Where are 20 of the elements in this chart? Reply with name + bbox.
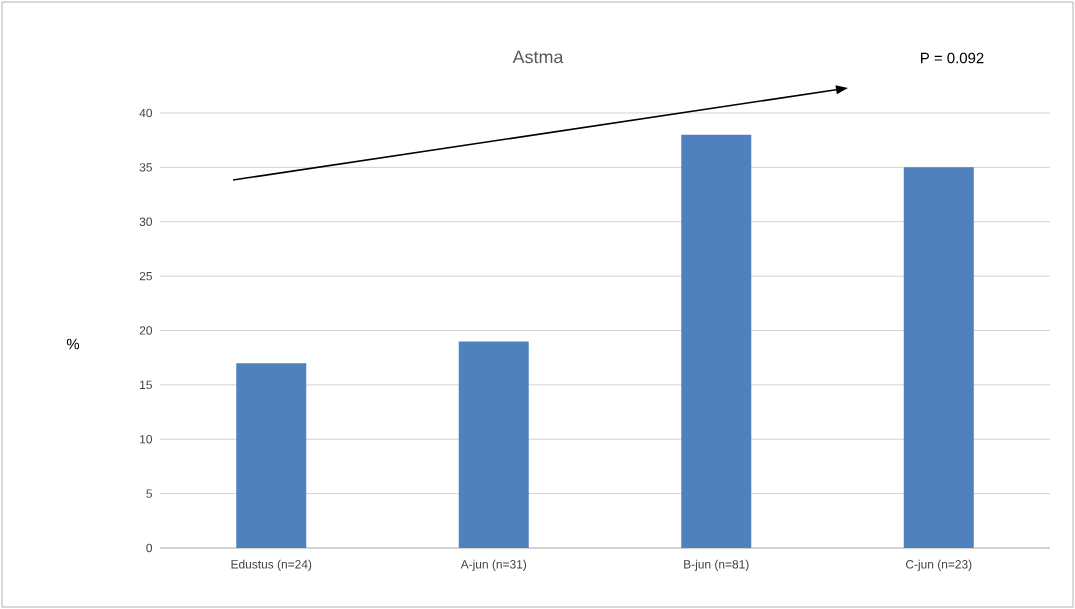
bar xyxy=(903,167,974,548)
x-tick-label: Edustus (n=24) xyxy=(231,559,312,571)
x-tick-label: B-jun (n=81) xyxy=(684,559,749,571)
y-axis-title: % xyxy=(66,338,80,350)
x-tick-label: A-jun (n=31) xyxy=(460,559,527,571)
bar xyxy=(681,134,752,548)
y-tick-label: 5 xyxy=(146,489,152,498)
y-tick-label: 30 xyxy=(139,217,153,226)
bar xyxy=(236,363,307,548)
bar xyxy=(458,341,529,548)
y-tick-label: 25 xyxy=(139,271,152,281)
y-tick-label: 40 xyxy=(139,108,153,118)
y-tick-label: 15 xyxy=(140,380,152,390)
y-tick-label: 35 xyxy=(139,163,152,172)
x-tick-label: C-jun (n=23) xyxy=(905,559,972,571)
y-tick-label: 10 xyxy=(140,435,153,444)
y-tick-label: 20 xyxy=(139,326,153,335)
y-tick-label: 0 xyxy=(146,543,153,553)
text: P = 0.092 xyxy=(921,52,984,64)
chart-title: Astma xyxy=(512,50,564,64)
